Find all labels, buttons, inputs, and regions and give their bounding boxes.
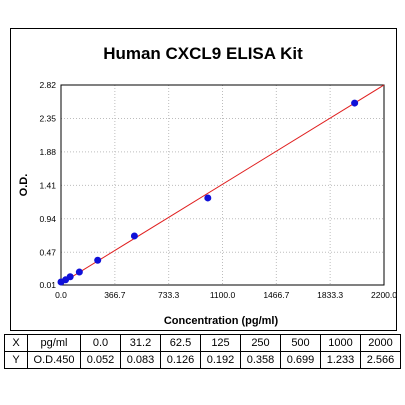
x-tick-label: 1833.3 [317,290,343,300]
table-cell: 0.192 [200,351,241,369]
x-tick-label: 1100.0 [210,290,236,300]
table-cell: 62.5 [160,334,201,352]
data-point [75,268,83,276]
row-header: X [4,334,28,352]
x-tick-label: 1466.7 [263,290,289,300]
y-tick-label: 1.41 [39,180,56,190]
y-tick-label: 0.01 [39,280,56,290]
fit-line [60,84,385,285]
table-cell: 1000 [320,334,361,352]
plot-border [60,84,385,286]
x-tick-label: 0.0 [55,290,67,300]
table-cell: 0.0 [80,334,121,352]
row-label: pg/ml [27,334,81,352]
x-axis-label: Concentration (pg/ml) [164,315,279,327]
data-point [351,99,359,107]
table-cell: 0.126 [160,351,201,369]
table-cell: 31.2 [120,334,161,352]
chart-title: Human CXCL9 ELISA Kit [103,44,303,63]
table-cell: 0.358 [240,351,281,369]
data-point [130,232,138,240]
y-tick-label: 2.35 [39,113,56,123]
y-tick-label: 2.82 [39,80,56,90]
table-cell: 2.566 [360,351,401,369]
x-tick-label: 2200.0 [371,290,396,300]
table-row: Y O.D.450 0.052 0.083 0.126 0.192 0.358 0.699 1.… [4,351,401,369]
y-tick-label: 0.47 [39,247,56,257]
chart-svg: Human CXCL9 ELISA Kit O.D. Concentration… [18,44,396,327]
table-cell: 0.699 [280,351,321,369]
x-tick-label: 733.3 [158,290,180,300]
row-label: O.D.450 [27,351,81,369]
row-header: Y [4,351,28,369]
plot-area: 0.0 366.7 733.3 1100.0 1466.7 1833.3 2200.0 0.0… [39,80,396,300]
table-cell: 0.052 [80,351,121,369]
chart-panel: Human CXCL9 ELISA Kit O.D. Concentration… [10,28,397,331]
table-cell: 500 [280,334,321,352]
y-tick-label: 0.94 [39,214,56,224]
data-point [204,194,212,202]
table-cell: 250 [240,334,281,352]
table-cell: 0.083 [120,351,161,369]
y-axis-label: O.D. [18,174,30,197]
y-tick-label: 1.88 [39,147,56,157]
data-point [66,273,74,281]
data-point [94,256,102,264]
x-tick-label: 366.7 [104,290,126,300]
table-cell: 1.233 [320,351,361,369]
table-cell: 125 [200,334,241,352]
table-cell: 2000 [360,334,401,352]
